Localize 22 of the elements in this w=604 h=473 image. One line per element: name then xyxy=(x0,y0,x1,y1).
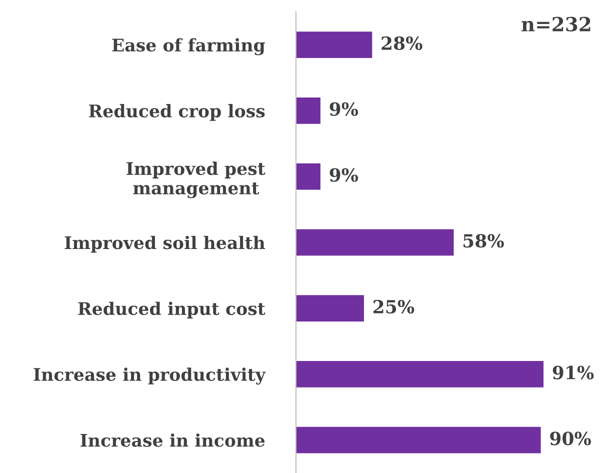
data-label: 25% xyxy=(374,300,414,314)
data-label: 28% xyxy=(382,36,422,50)
data-label: 9% xyxy=(330,102,358,116)
y-tick-label: Increase in productivity xyxy=(34,368,266,385)
data-label: 9% xyxy=(330,168,358,182)
bar xyxy=(296,361,544,388)
bar xyxy=(296,32,372,58)
bar xyxy=(296,97,320,124)
data-label: 91% xyxy=(552,366,594,380)
bar xyxy=(296,426,541,454)
bar xyxy=(296,295,364,322)
bar xyxy=(296,163,320,190)
data-label: 58% xyxy=(464,234,504,248)
y-tick-label: Reduced input cost xyxy=(78,302,266,318)
bar xyxy=(296,229,454,256)
y-tick-label: Improved pest management xyxy=(126,162,266,198)
y-tick-label: Ease of farming xyxy=(112,38,265,56)
y-tick-label: Improved soil health xyxy=(64,236,266,253)
data-label: 90% xyxy=(550,432,591,446)
y-tick-label: Increase in income xyxy=(80,433,265,447)
y-tick-label: Reduced crop loss xyxy=(88,104,265,121)
annotation: n=232 xyxy=(522,16,590,32)
